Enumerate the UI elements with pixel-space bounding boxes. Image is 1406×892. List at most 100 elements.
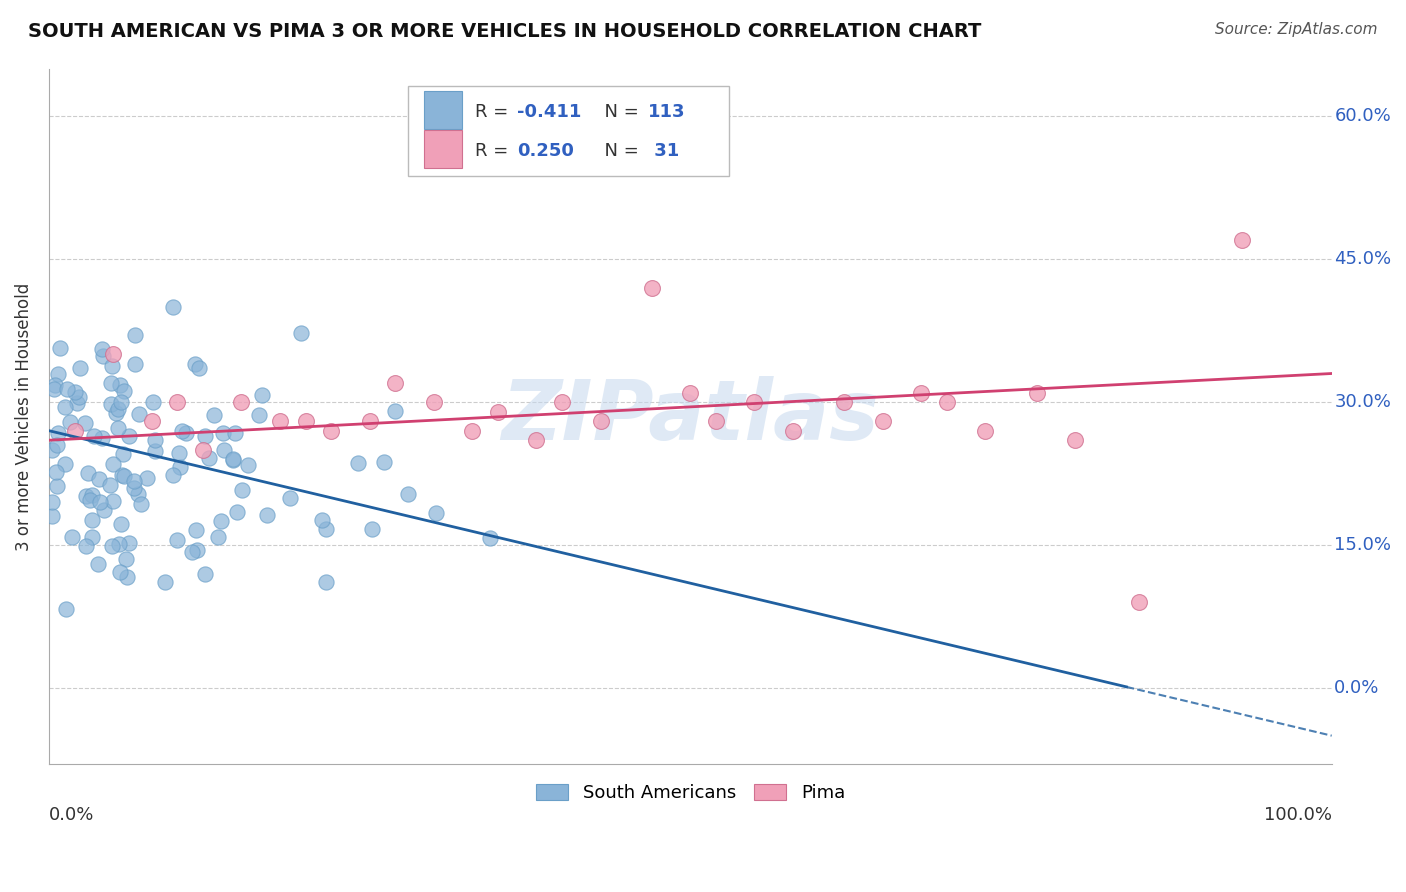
Point <box>176 425 198 440</box>
Point <box>198 450 221 465</box>
Point <box>60 531 83 545</box>
Point <box>89 495 111 509</box>
Point <box>108 377 131 392</box>
Point <box>103 457 125 471</box>
Point <box>91 342 114 356</box>
Point <box>124 358 146 372</box>
Point <box>107 537 129 551</box>
Point <box>872 414 894 428</box>
Point <box>315 575 337 590</box>
Point <box>115 569 138 583</box>
Point <box>69 361 91 376</box>
Point <box>744 395 766 409</box>
Point <box>1025 385 1047 400</box>
Point <box>188 360 211 375</box>
Text: 0.0%: 0.0% <box>1334 679 1379 697</box>
Point <box>41 494 63 508</box>
Point <box>311 513 333 527</box>
Point <box>423 395 446 409</box>
Point <box>42 382 65 396</box>
Point <box>486 404 509 418</box>
Text: 100.0%: 100.0% <box>1264 806 1331 824</box>
Point <box>169 459 191 474</box>
Point <box>100 397 122 411</box>
Point <box>191 442 214 457</box>
Point <box>167 446 190 460</box>
Point <box>231 483 253 498</box>
Point <box>89 472 111 486</box>
Point <box>641 281 664 295</box>
Point <box>974 424 997 438</box>
Point <box>361 522 384 536</box>
Point <box>425 507 447 521</box>
Point <box>53 401 76 415</box>
Point <box>45 466 67 480</box>
Point <box>1128 595 1150 609</box>
Point <box>110 516 132 531</box>
Point <box>211 425 233 440</box>
Point <box>93 503 115 517</box>
Point <box>186 543 208 558</box>
Point <box>110 565 132 579</box>
Point <box>162 300 184 314</box>
Point <box>124 474 146 488</box>
Point <box>110 394 132 409</box>
Point <box>384 376 406 390</box>
Point <box>704 414 727 428</box>
Y-axis label: 3 or more Vehicles in Household: 3 or more Vehicles in Household <box>15 282 32 550</box>
Point <box>250 388 273 402</box>
Point <box>107 402 129 417</box>
Point <box>112 469 135 483</box>
Point <box>184 523 207 537</box>
Point <box>101 539 124 553</box>
Point <box>73 416 96 430</box>
Point <box>55 601 77 615</box>
Point <box>90 431 112 445</box>
Point <box>935 395 957 409</box>
Point <box>166 533 188 547</box>
Point <box>80 488 103 502</box>
Point <box>104 406 127 420</box>
Point <box>86 557 108 571</box>
Point <box>44 378 66 392</box>
Point <box>127 487 149 501</box>
Text: 30.0%: 30.0% <box>1334 393 1391 411</box>
Point <box>269 414 291 428</box>
Text: R =: R = <box>475 143 513 161</box>
Text: ZIPatlas: ZIPatlas <box>502 376 879 457</box>
Text: 0.250: 0.250 <box>517 143 574 161</box>
Point <box>124 328 146 343</box>
Point <box>56 382 79 396</box>
Point <box>143 443 166 458</box>
Point <box>82 513 104 527</box>
Point <box>100 376 122 390</box>
Text: 113: 113 <box>648 103 686 121</box>
Point <box>101 347 124 361</box>
Point <box>91 349 114 363</box>
Point <box>101 494 124 508</box>
Point <box>55 457 77 471</box>
Point <box>143 433 166 447</box>
Text: SOUTH AMERICAN VS PIMA 3 OR MORE VEHICLES IN HOUSEHOLD CORRELATION CHART: SOUTH AMERICAN VS PIMA 3 OR MORE VEHICLE… <box>28 22 981 41</box>
Point <box>194 429 217 443</box>
Point <box>124 481 146 495</box>
Point <box>315 522 337 536</box>
Text: 60.0%: 60.0% <box>1334 107 1391 125</box>
Point <box>222 452 245 467</box>
Point <box>101 359 124 374</box>
Point <box>396 487 419 501</box>
Point <box>77 467 100 481</box>
Point <box>142 394 165 409</box>
Point <box>67 390 90 404</box>
Point <box>107 421 129 435</box>
Point <box>278 491 301 505</box>
Point <box>910 385 932 400</box>
Point <box>128 407 150 421</box>
FancyBboxPatch shape <box>423 91 463 129</box>
Point <box>75 539 97 553</box>
Point <box>359 414 381 428</box>
Point <box>226 505 249 519</box>
Point <box>202 409 225 423</box>
Point <box>180 545 202 559</box>
Point <box>162 468 184 483</box>
